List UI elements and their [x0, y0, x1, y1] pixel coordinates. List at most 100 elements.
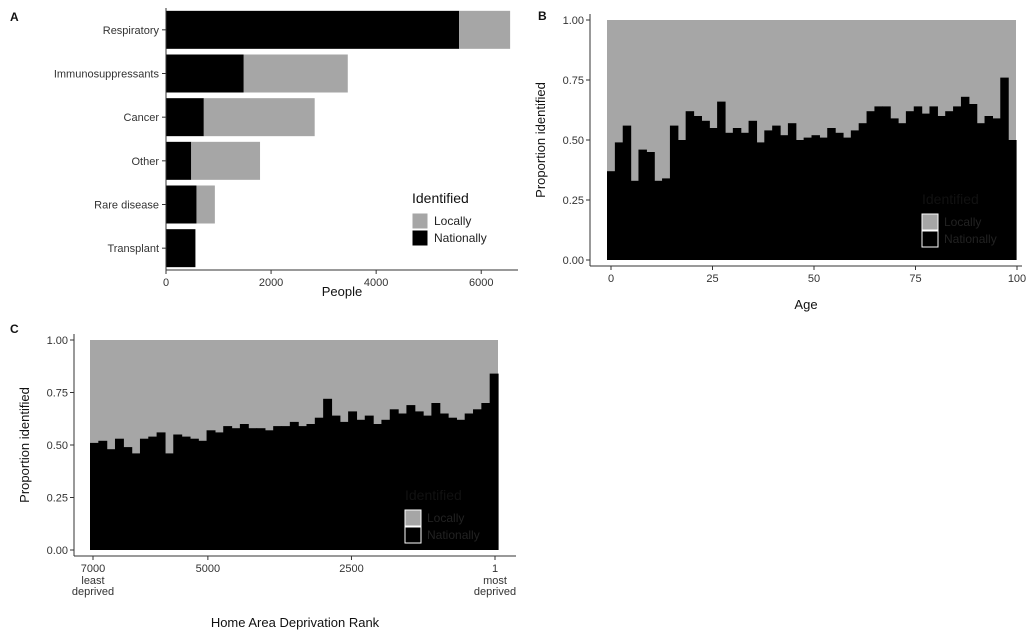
bar-nationally-45 [960, 96, 970, 260]
bar-locally-1 [243, 54, 348, 93]
bar-nationally-48 [489, 373, 499, 550]
category-label: Respiratory [103, 25, 160, 37]
bar-nationally-6 [654, 180, 663, 260]
x-tick-label: 100 [1008, 273, 1026, 285]
x-tick-sublabel: most [483, 575, 507, 587]
bar-nationally-0 [607, 171, 616, 260]
bar-nationally-11 [181, 436, 191, 550]
bar-locally-0 [459, 10, 511, 49]
bar-nationally-17 [740, 132, 750, 260]
bar-nationally-27 [819, 137, 828, 260]
x-tick-sublabel: least [81, 575, 104, 587]
bar-nationally-10 [173, 434, 183, 550]
x-tick-label: 6000 [469, 277, 493, 289]
panel-label-c: C [10, 322, 19, 336]
category-label: Rare disease [94, 200, 159, 212]
bar-nationally-8 [156, 432, 166, 550]
x-axis-title: Home Area Deprivation Rank [211, 615, 380, 630]
bar-nationally-9 [677, 140, 687, 260]
bar-nationally-41 [431, 403, 441, 550]
panel-label-b: B [538, 9, 547, 23]
legend-label-nationally: Nationally [434, 231, 487, 245]
legend-label-locally: Locally [427, 511, 464, 525]
bar-nationally-31 [850, 130, 860, 260]
bar-nationally-38 [905, 111, 915, 260]
bar-nationally-10 [685, 111, 695, 260]
x-tick-sublabel: deprived [72, 586, 114, 598]
bar-nationally-47 [481, 403, 491, 550]
bar-nationally-23 [787, 123, 797, 260]
x-tick-label: 2500 [339, 563, 363, 575]
bar-nationally-22 [780, 135, 789, 260]
bar-nationally-7 [662, 178, 671, 260]
bar-nationally-23 [281, 426, 291, 550]
bar-nationally-4 [123, 447, 133, 550]
bar-nationally-33 [364, 415, 374, 550]
bar-nationally-9 [164, 453, 174, 550]
bar-nationally-16 [732, 128, 742, 260]
bar-nationally-24 [795, 140, 805, 260]
y-tick-label: 0.00 [563, 255, 584, 267]
bar-nationally-44 [456, 419, 466, 550]
bar-nationally-26 [306, 424, 316, 550]
legend-swatch-locally [921, 213, 939, 231]
bar-nationally-30 [339, 421, 349, 550]
bar-nationally-20 [764, 130, 773, 260]
x-tick-label: 7000 [81, 563, 105, 575]
category-label: Other [131, 156, 159, 168]
bar-nationally-20 [256, 428, 266, 550]
bar-nationally-15 [724, 132, 734, 260]
x-tick-sublabel: deprived [474, 586, 516, 598]
bar-nationally-3 [114, 438, 124, 550]
bar-nationally-4 [166, 185, 197, 224]
bar-nationally-1 [614, 142, 624, 260]
bar-nationally-13 [709, 128, 718, 260]
bar-nationally-41 [929, 106, 938, 261]
y-tick-label: 0.00 [47, 545, 68, 557]
bar-nationally-19 [248, 428, 258, 550]
bar-nationally-0 [90, 442, 99, 550]
bar-nationally-30 [842, 137, 852, 260]
y-tick-label: 0.50 [563, 135, 584, 147]
bar-nationally-15 [214, 432, 224, 550]
bar-locally-2 [203, 98, 315, 137]
bar-nationally-38 [406, 405, 416, 550]
legend-label-nationally: Nationally [944, 232, 997, 246]
bar-nationally-8 [669, 125, 679, 260]
y-axis-title: Proportion identified [17, 387, 32, 503]
bar-nationally-24 [289, 421, 299, 550]
bar-nationally-4 [638, 149, 647, 260]
panel-label-a: A [10, 10, 19, 24]
bar-nationally-14 [206, 430, 216, 550]
bar-nationally-40 [423, 415, 432, 550]
y-tick-label: 1.00 [563, 15, 584, 27]
y-axis-title: Proportion identified [533, 82, 548, 198]
legend-label-locally: Locally [434, 214, 471, 228]
bar-nationally-18 [239, 424, 249, 550]
bar-nationally-36 [389, 409, 399, 550]
bar-nationally-46 [473, 409, 482, 550]
legend-label-nationally: Nationally [427, 528, 480, 542]
bar-nationally-37 [898, 123, 907, 260]
bar-nationally-25 [298, 426, 308, 550]
x-axis-title: Age [794, 297, 817, 312]
bar-nationally-32 [356, 419, 366, 550]
bar-nationally-29 [835, 132, 844, 260]
y-tick-label: 0.50 [47, 440, 68, 452]
bar-nationally-21 [772, 125, 781, 260]
bar-nationally-11 [693, 116, 702, 260]
bar-nationally-25 [803, 137, 813, 260]
legend-swatch-nationally [404, 526, 422, 544]
x-tick-label: 0 [163, 277, 169, 289]
bar-nationally-44 [953, 106, 962, 261]
bar-nationally-29 [331, 415, 341, 550]
bar-nationally-22 [273, 426, 283, 550]
bar-nationally-36 [890, 118, 899, 261]
bar-nationally-46 [968, 104, 978, 260]
bar-locally-4 [196, 185, 215, 224]
bar-nationally-42 [937, 116, 946, 260]
category-label: Transplant [107, 243, 159, 255]
bar-nationally-3 [630, 180, 640, 260]
legend-title: Identified [412, 190, 469, 206]
